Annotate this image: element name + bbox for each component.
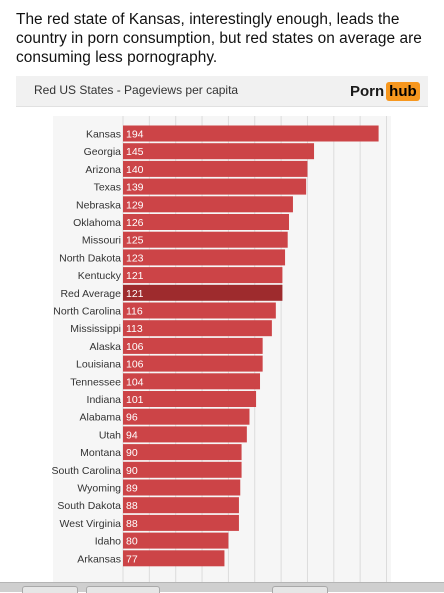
bar-louisiana bbox=[123, 355, 263, 372]
category-label: Texas bbox=[94, 182, 121, 194]
category-label: South Carolina bbox=[52, 465, 122, 477]
category-label: Wyoming bbox=[77, 483, 121, 495]
category-label: Idaho bbox=[95, 536, 121, 548]
bar-missouri bbox=[123, 231, 288, 248]
category-label: Red Average bbox=[60, 288, 121, 300]
category-label: Tennessee bbox=[70, 376, 121, 388]
category-label: West Virginia bbox=[60, 518, 122, 530]
value-label: 101 bbox=[126, 394, 144, 406]
value-label: 116 bbox=[126, 306, 143, 318]
value-label: 90 bbox=[126, 447, 138, 459]
value-label: 96 bbox=[126, 412, 138, 424]
bar-kentucky bbox=[123, 267, 283, 284]
bar-georgia bbox=[123, 143, 315, 160]
value-label: 89 bbox=[126, 483, 138, 495]
brand-logo-part2: hub bbox=[386, 81, 420, 101]
chart-panel: Red US States - Pageviews per capita Por… bbox=[16, 76, 428, 586]
category-label: Utah bbox=[99, 429, 121, 441]
bar-arkansas bbox=[123, 550, 225, 567]
category-label: Missouri bbox=[82, 235, 121, 247]
bar-red-average bbox=[123, 284, 283, 301]
value-label: 80 bbox=[126, 536, 138, 548]
category-label: Indiana bbox=[87, 394, 122, 406]
value-label: 104 bbox=[126, 376, 144, 388]
value-label: 121 bbox=[126, 288, 144, 300]
bar-wyoming bbox=[123, 479, 241, 496]
bar-tennessee bbox=[123, 373, 261, 390]
category-label: Arkansas bbox=[77, 553, 121, 565]
value-label: 194 bbox=[126, 129, 144, 141]
bar-south-dakota bbox=[123, 497, 239, 514]
bar-north-carolina bbox=[123, 302, 276, 319]
value-label: 106 bbox=[126, 359, 144, 371]
value-label: 140 bbox=[126, 164, 144, 176]
category-label: Oklahoma bbox=[73, 217, 121, 229]
bar-west-virginia bbox=[123, 514, 239, 531]
category-label: Montana bbox=[80, 447, 121, 459]
value-label: 123 bbox=[126, 252, 144, 264]
bar-alabama bbox=[123, 408, 250, 425]
category-label: Alaska bbox=[89, 341, 121, 353]
taskbar-button[interactable] bbox=[22, 586, 78, 593]
value-label: 126 bbox=[126, 217, 144, 229]
value-label: 145 bbox=[126, 146, 144, 158]
taskbar-strip bbox=[0, 582, 444, 593]
bar-kansas bbox=[123, 125, 379, 142]
bar-alaska bbox=[123, 337, 263, 354]
value-label: 88 bbox=[126, 500, 138, 512]
brand-logo-part1: Porn bbox=[350, 82, 385, 100]
chart-header: Red US States - Pageviews per capita Por… bbox=[16, 76, 428, 107]
bar-chart: Kansas 194 Georgia 145 Arizona 140 Texas 139 Neb… bbox=[52, 116, 391, 586]
value-label: 129 bbox=[126, 199, 144, 211]
value-label: 125 bbox=[126, 235, 144, 247]
category-label: Louisiana bbox=[76, 359, 121, 371]
category-label: Mississippi bbox=[70, 323, 121, 335]
bar-south-carolina bbox=[123, 461, 242, 478]
bar-indiana bbox=[123, 391, 257, 407]
caption-text: The red state of Kansas, interestingly e… bbox=[16, 11, 422, 66]
bar-nebraska bbox=[123, 196, 293, 213]
chart-title: Red US States - Pageviews per capita bbox=[34, 83, 239, 97]
category-label: Georgia bbox=[84, 146, 122, 158]
brand-logo: Porn hub bbox=[350, 80, 420, 102]
bar-montana bbox=[123, 444, 242, 461]
category-label: Kentucky bbox=[78, 270, 122, 282]
value-label: 113 bbox=[126, 323, 143, 335]
taskbar-button[interactable] bbox=[272, 586, 328, 593]
category-label: South Dakota bbox=[57, 500, 121, 512]
bar-arizona bbox=[123, 160, 308, 177]
value-label: 94 bbox=[126, 429, 138, 441]
value-label: 139 bbox=[126, 182, 144, 194]
value-label: 106 bbox=[126, 341, 144, 353]
bar-oklahoma bbox=[123, 214, 290, 230]
value-label: 88 bbox=[126, 518, 138, 530]
value-label: 90 bbox=[126, 465, 138, 477]
bar-utah bbox=[123, 426, 247, 443]
bar-north-dakota bbox=[123, 249, 286, 266]
category-label: Alabama bbox=[80, 412, 122, 424]
bar-mississippi bbox=[123, 320, 272, 337]
category-label: North Dakota bbox=[59, 252, 121, 264]
bar-texas bbox=[123, 178, 307, 195]
category-label: Arizona bbox=[85, 164, 121, 176]
value-label: 77 bbox=[126, 553, 138, 565]
value-label: 121 bbox=[126, 270, 144, 282]
category-label: Nebraska bbox=[76, 199, 121, 211]
taskbar-button[interactable] bbox=[86, 586, 160, 593]
category-label: North Carolina bbox=[53, 306, 121, 318]
bar-idaho bbox=[123, 532, 229, 549]
category-label: Kansas bbox=[86, 129, 121, 141]
